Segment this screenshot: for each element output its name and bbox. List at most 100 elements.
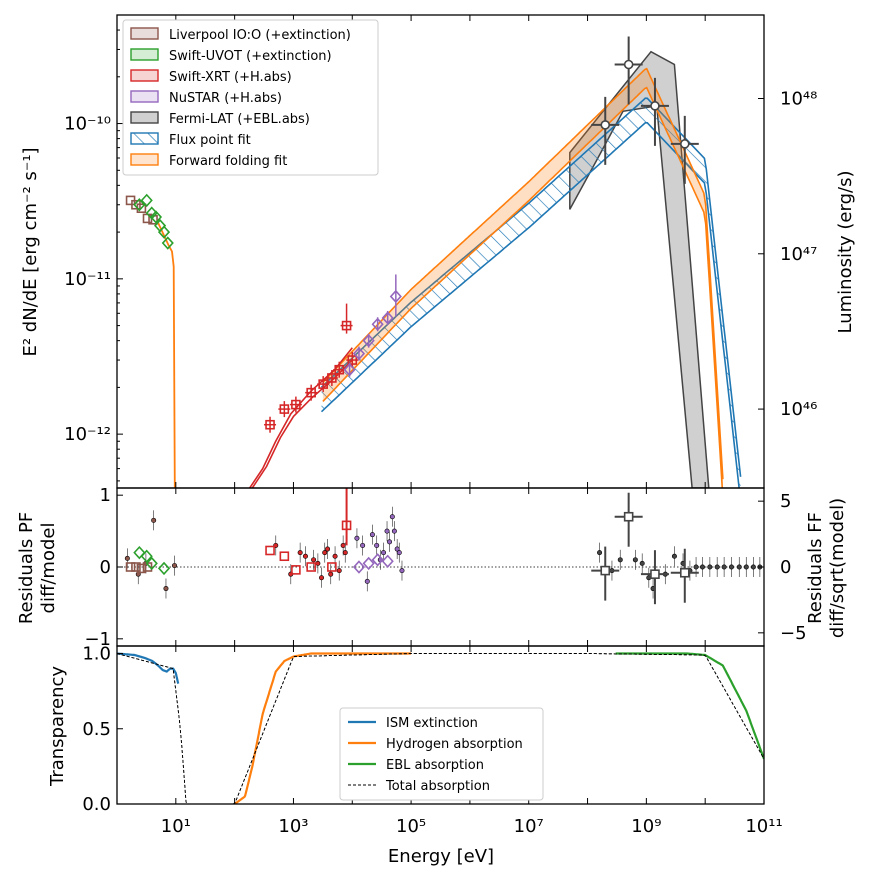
y2-tick-label: 10⁴⁷ — [780, 244, 817, 265]
fermi-lat-ebl-abs-point — [679, 139, 690, 149]
flux-point-fit-legend-label: Flux point fit — [169, 133, 251, 148]
ff-residual-dot — [736, 564, 742, 570]
ff-residual-dot — [381, 550, 387, 556]
total-absorption-overlay — [117, 653, 764, 804]
ff-residual-dot — [728, 564, 734, 570]
y2-tick-label: 10⁴⁶ — [780, 399, 817, 420]
y2-tick-label: 10⁴⁸ — [780, 88, 817, 109]
liverpool-io-o-extinction-legend-swatch — [130, 27, 159, 40]
ff-residual-dot — [714, 564, 720, 570]
swift-uvot-extinction-point — [133, 198, 146, 212]
forward-folding-fit-upper — [322, 67, 724, 480]
x-tick-label: 10³ — [278, 816, 308, 837]
swift-uvot-extinction-residual — [157, 561, 171, 576]
nustar-h-abs-legend-label: NuSTAR (+H.abs) — [169, 91, 282, 106]
fermi-lat-ebl-abs-residual — [679, 567, 690, 578]
flux-point-fit-upper — [320, 97, 742, 477]
forward-folding-fit-legend-swatch — [130, 153, 159, 166]
nustar-h-abs-legend-swatch — [130, 90, 159, 103]
y-tick-label: 10⁻¹⁰ — [64, 114, 111, 135]
fermi-lat-ebl-abs-legend-label: Fermi-LAT (+EBL.abs) — [169, 112, 310, 127]
nustar-h-abs-point — [362, 333, 375, 348]
main-ylabel: E² dN/dE [erg cm⁻² s⁻¹] — [20, 147, 41, 356]
ebl-absorption-curve — [615, 652, 764, 760]
swift-xrt-h-abs-point — [334, 364, 345, 375]
ff-residual-dot — [699, 564, 705, 570]
panel-frame-3 — [116, 645, 765, 805]
nustar-h-abs-residual — [362, 556, 375, 571]
x-tick-label: 10⁹ — [631, 816, 661, 837]
liverpool-io-o-extinction-residual — [136, 563, 147, 574]
ff-residual-dot — [750, 564, 756, 570]
energy-xlabel: Energy [eV] — [388, 846, 494, 867]
res-y-tick-label: 0 — [100, 557, 111, 578]
forward-folding-fit-legend-label: Forward folding fit — [169, 154, 287, 169]
swift-xrt-h-abs-point — [279, 404, 290, 414]
liverpool-io-o-extinction-legend-label: Liverpool IO:O (+extinction) — [169, 28, 351, 43]
res-y-tick-label: −1 — [84, 629, 111, 650]
swift-uvot-extinction-legend-swatch — [130, 48, 159, 61]
swift-xrt-h-abs-point — [291, 399, 301, 410]
nustar-h-abs-point — [389, 289, 402, 304]
swift-uvot-extinction-residual — [133, 545, 146, 560]
swift-uvot-extinction-legend-label: Swift-UVOT (+extinction) — [169, 49, 332, 64]
ff-residual-dot — [743, 564, 749, 570]
x-tick-label: 10¹ — [161, 816, 191, 837]
flux-point-fit-lower — [320, 122, 740, 488]
fermi-lat-ebl-abs-residual — [600, 565, 611, 576]
ff-residual-dot — [302, 553, 308, 559]
residual-y2label: Residuals FFdiff/sqrt(model) — [805, 498, 848, 638]
fermi-lat-ebl-abs-point — [650, 101, 660, 111]
fermi-lat-band — [569, 50, 710, 488]
ism-extinction-curve — [117, 652, 180, 684]
swift-xrt-h-abs-point — [347, 355, 358, 365]
nustar-h-abs-residual — [352, 560, 366, 574]
y-tick-label: 10⁻¹² — [64, 424, 111, 445]
total-absorption-legend-label: Total absorption — [385, 779, 490, 794]
ff-residual-dot — [297, 550, 303, 556]
res-y2-tick-label: 0 — [780, 557, 791, 578]
fermi-lat-ebl-abs-point — [623, 59, 634, 70]
swift-xrt-h-abs-residual — [306, 562, 316, 572]
fermi-lat-ebl-abs-legend-swatch — [130, 111, 159, 124]
swift-xrt-h-abs-point — [327, 373, 337, 383]
swift-xrt-h-abs-legend-swatch — [130, 69, 159, 82]
trans-y-tick-label: 0.5 — [82, 719, 111, 740]
trans-y-tick-label: 0.0 — [82, 794, 111, 815]
ff-residual-dot — [322, 550, 328, 556]
nustar-h-abs-point — [381, 311, 394, 325]
swift-xrt-h-abs-point — [265, 419, 275, 430]
ff-residual-dot — [354, 535, 360, 541]
ff-residual-dot — [311, 557, 317, 563]
x-tick-label: 10⁷ — [514, 816, 544, 837]
ff-residual-dot — [639, 560, 645, 566]
res-y2-tick-label: −5 — [780, 623, 807, 644]
nustar-h-abs-point — [352, 346, 366, 361]
ff-residual-dot — [632, 557, 638, 563]
legend: Liverpool IO:O (+extinction) Swift-UVOT (… — [122, 19, 379, 176]
x-tick-label: 10¹¹ — [745, 816, 782, 837]
ff-residual-dot — [693, 564, 699, 570]
ff-residual-dot — [671, 553, 677, 559]
ff-residual-dot — [707, 564, 713, 570]
main-y2label: Luminosity (erg/s) — [835, 171, 856, 334]
ebl-absorption-legend-label: EBL absorption — [386, 758, 484, 773]
ff-residual-dot — [172, 563, 178, 569]
res-y2-tick-label: 5 — [780, 491, 791, 512]
fermi-lat-ebl-abs-residual — [623, 511, 634, 522]
ff-residual-dot — [387, 539, 393, 545]
ff-residual-dot — [163, 586, 169, 592]
ff-residual-dot — [369, 532, 375, 538]
ff-residual-dot — [389, 514, 395, 520]
fermi-lat-ebl-abs-point — [600, 120, 611, 130]
nustar-h-abs-residual — [371, 553, 384, 567]
ff-residual-dot — [374, 542, 380, 548]
swift-xrt-h-abs-point — [306, 387, 316, 398]
fermi-lat-ebl-abs-residual — [650, 569, 660, 579]
ff-residual-dot — [364, 578, 370, 584]
swift-uvot-extinction-point — [157, 225, 171, 239]
transparency-ylabel: Transparency — [47, 666, 68, 787]
y-tick-label: 10⁻¹¹ — [64, 269, 111, 290]
res-y-tick-label: 1 — [100, 485, 111, 506]
